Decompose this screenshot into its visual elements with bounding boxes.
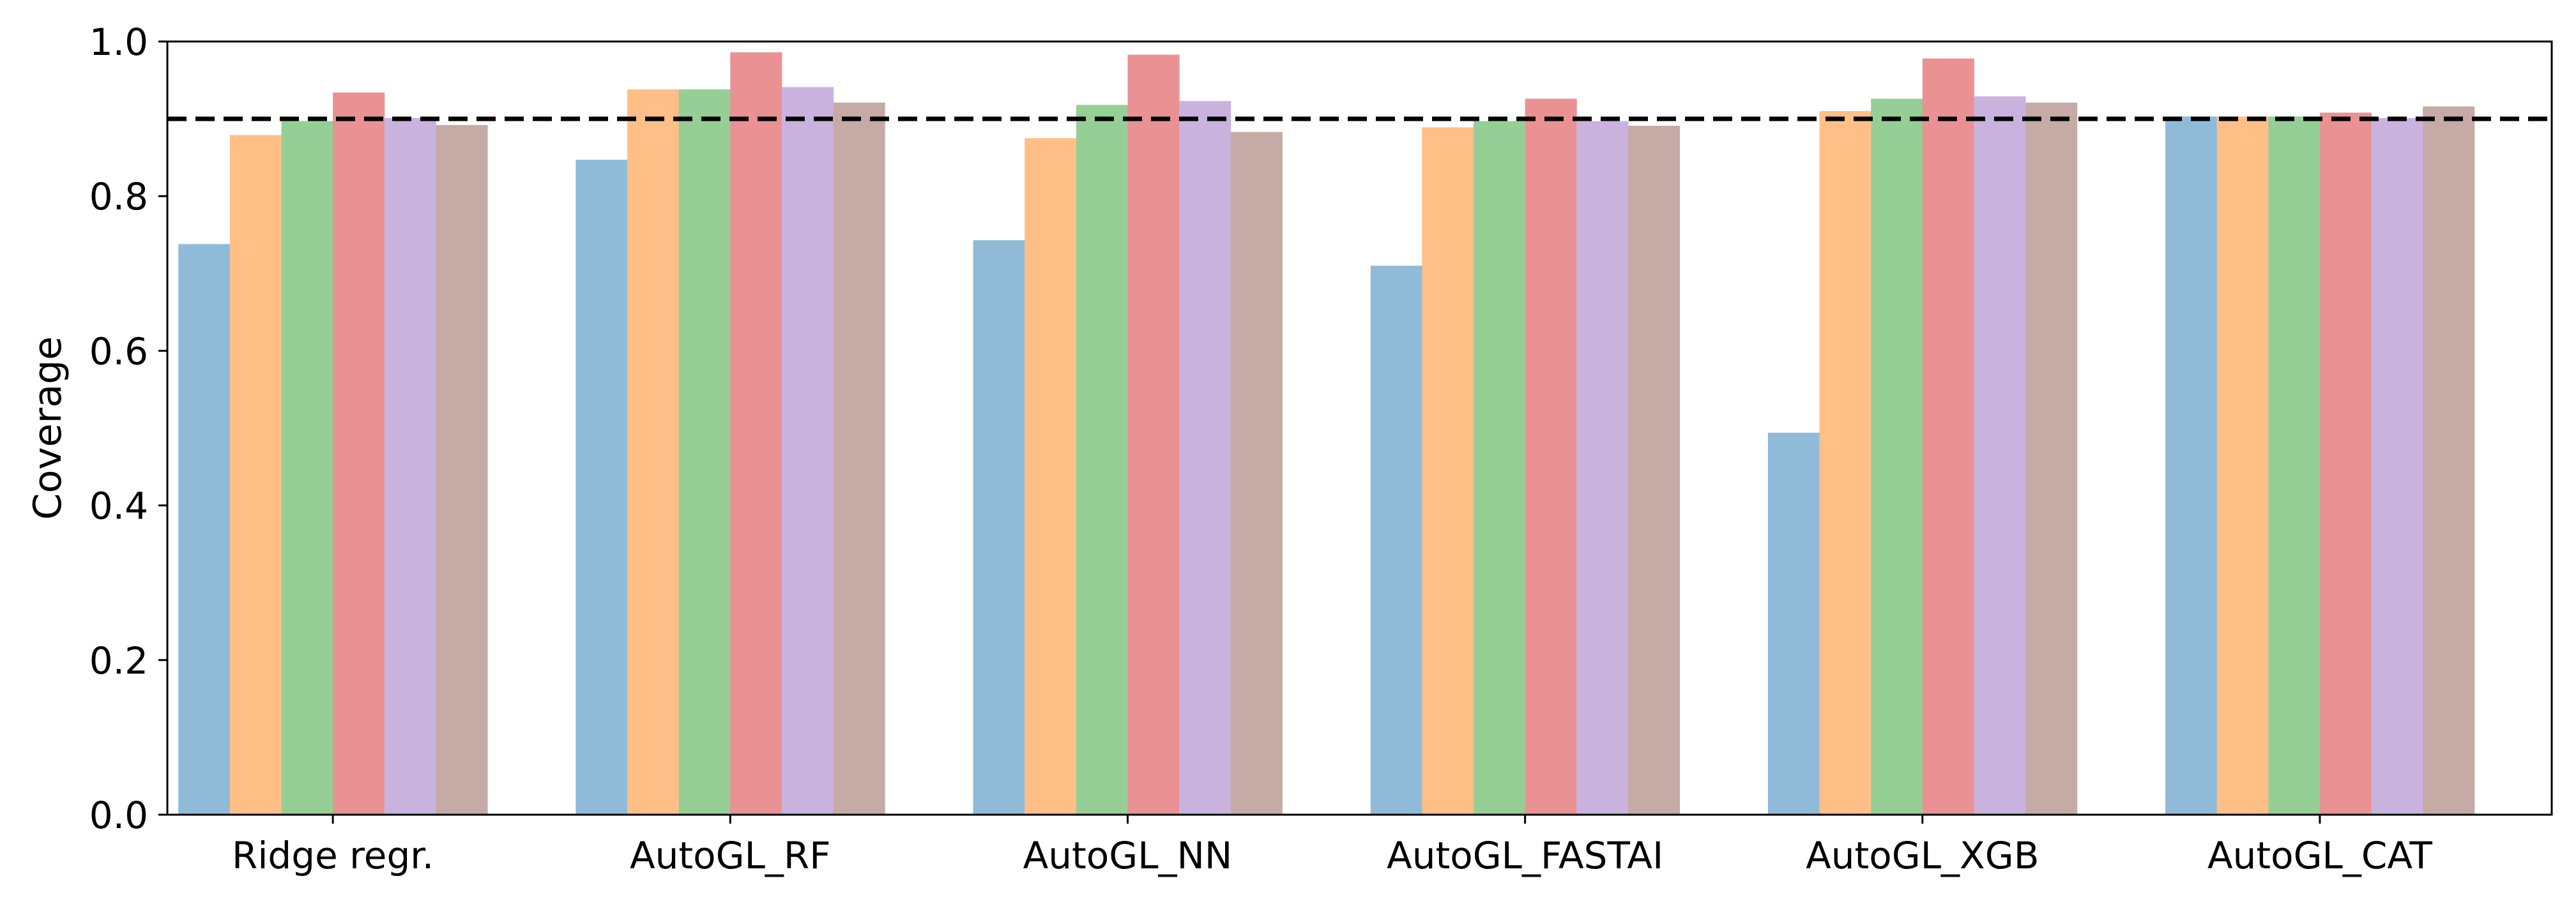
- bar-4-0: [1767, 432, 1820, 815]
- x-tick-label-4: AutoGL_XGB: [1806, 834, 2039, 877]
- y-tick-label-4: 0.8: [89, 175, 148, 218]
- bar-3-5: [1627, 125, 1680, 815]
- bars-layer: [178, 52, 2475, 815]
- bar-2-1: [1025, 138, 1077, 815]
- plot-area-frame: [166, 40, 2553, 816]
- bar-2-0: [973, 240, 1025, 815]
- bar-3-2: [1473, 121, 1526, 815]
- bar-2-3: [1127, 54, 1180, 815]
- bar-1-2: [678, 89, 731, 815]
- y-tick-label-0: 0.0: [89, 794, 148, 837]
- bar-0-3: [333, 92, 385, 815]
- bar-2-5: [1230, 132, 1283, 815]
- bar-4-5: [2025, 102, 2078, 815]
- bar-0-4: [384, 117, 436, 815]
- y-tick-label-1: 0.2: [89, 639, 148, 683]
- bar-1-5: [833, 102, 885, 815]
- bar-0-1: [229, 135, 282, 815]
- y-tick-label-3: 0.6: [89, 329, 148, 373]
- bar-0-2: [281, 121, 333, 815]
- bar-4-1: [1819, 110, 1871, 815]
- x-tick-label-5: AutoGL_CAT: [2207, 834, 2433, 877]
- bar-3-0: [1370, 266, 1422, 815]
- bar-4-4: [1974, 96, 2026, 815]
- bar-5-5: [2423, 106, 2475, 815]
- y-axis: 0.0 0.2 0.4 0.6 0.8 1.0: [89, 20, 167, 837]
- bar-5-2: [2268, 116, 2321, 815]
- bar-4-3: [1922, 58, 1974, 815]
- bar-3-4: [1576, 121, 1629, 815]
- bar-0-5: [436, 125, 488, 815]
- bar-5-3: [2319, 112, 2372, 815]
- x-tick-label-3: AutoGL_FASTAI: [1387, 834, 1663, 877]
- x-tick-label-2: AutoGL_NN: [1023, 834, 1233, 877]
- bar-2-4: [1179, 101, 1231, 815]
- bar-4-2: [1871, 98, 1923, 815]
- bar-2-2: [1076, 105, 1128, 815]
- bar-1-4: [781, 87, 834, 815]
- bar-1-0: [575, 160, 628, 815]
- bar-5-0: [2165, 116, 2218, 815]
- bar-0-0: [178, 244, 231, 815]
- bar-5-4: [2371, 117, 2423, 815]
- y-tick-label-2: 0.4: [89, 485, 148, 528]
- bar-1-3: [730, 52, 782, 815]
- bar-3-1: [1422, 127, 1474, 815]
- y-tick-label-5: 1.0: [89, 20, 148, 64]
- x-axis: Ridge regr. AutoGL_RF AutoGL_NN AutoGL_FAST…: [232, 815, 2433, 877]
- bar-5-1: [2216, 116, 2269, 815]
- x-tick-label-1: AutoGL_RF: [630, 834, 831, 877]
- x-tick-label-0: Ridge regr.: [232, 834, 434, 877]
- bar-3-3: [1525, 98, 1577, 815]
- y-axis-label: Coverage: [26, 336, 70, 520]
- bar-1-1: [627, 89, 680, 815]
